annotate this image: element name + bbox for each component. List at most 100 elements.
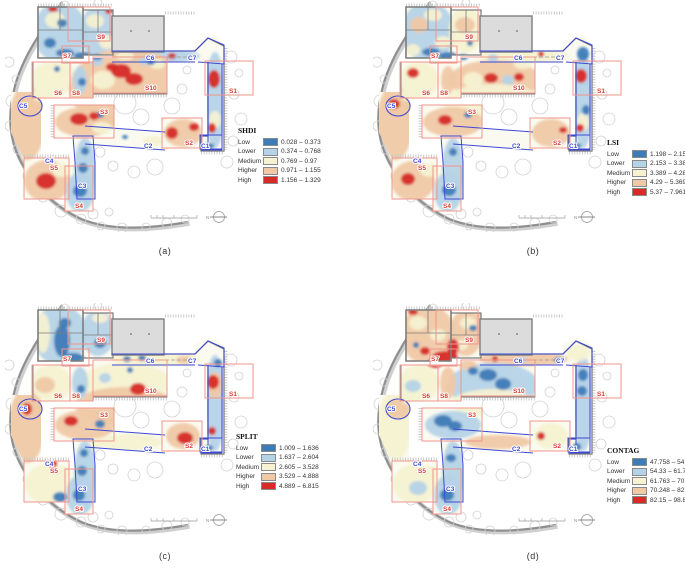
region-label: S10 [513, 85, 525, 92]
legend-color-swatch [632, 150, 647, 159]
site-boundary [9, 304, 190, 535]
legend-range: 2.153 – 3.388 [650, 160, 685, 167]
legend-color-swatch [632, 458, 647, 467]
north-label: N [206, 518, 209, 523]
region-label: S7 [431, 53, 439, 60]
legend-row: Higher 70.248 – 82.149 [607, 486, 685, 496]
region-label: S1 [597, 391, 605, 398]
region-label: S10 [145, 388, 157, 395]
legend-color-swatch [632, 496, 647, 505]
heat-blob-medium [99, 35, 115, 49]
legend-color-swatch [261, 444, 276, 453]
legend-range: 70.248 – 82.149 [650, 487, 685, 494]
region-label: S6 [422, 393, 430, 400]
region-label: S9 [97, 337, 105, 344]
legend-color-swatch [261, 472, 276, 481]
heat-blob-higher [410, 17, 428, 33]
legend-range: 4.889 – 6.815 [279, 482, 319, 490]
region-label: S5 [50, 165, 58, 172]
heat-blob-high [401, 173, 415, 185]
north-arrow: N [574, 514, 595, 526]
corridor-label: C3 [78, 183, 87, 190]
heat-blob-medium [32, 89, 48, 101]
corridor-label: C1 [569, 446, 578, 453]
legend-range: 47.758 – 54.329 [650, 458, 685, 466]
corridor-label: C3 [446, 183, 455, 190]
legend-row: Low 1.198 – 2.152 [607, 150, 685, 160]
legend-row: Higher 0.971 – 1.155 [238, 166, 321, 176]
region-label: S3 [100, 109, 108, 116]
heat-blob-medium [92, 313, 108, 323]
heat-blob-low [123, 356, 131, 362]
region-label: S9 [97, 34, 105, 41]
wall-hatching [24, 306, 228, 461]
north-arrow: N [574, 211, 595, 223]
corridor-label: C6 [514, 358, 523, 365]
legend-class-label: High [238, 176, 252, 184]
heat-blob-low [578, 369, 588, 381]
heat-blob-high [166, 127, 178, 139]
legend-title: CONTAG [607, 446, 640, 455]
map-labels: C1 C2 C3 C4 C5 C6 C7 S1 S2 S3 S4 S5 S6 S7 S8 S9 S10 [18, 33, 238, 211]
legend-color-swatch [632, 178, 647, 187]
legend-row: Higher 4.29 – 5.369 [607, 178, 685, 188]
heat-blob-low [469, 325, 477, 331]
legend-class-label: Higher [238, 167, 258, 174]
legend-row: Lower 1.637 – 2.604 [236, 453, 319, 463]
heat-blob-low [446, 454, 456, 462]
heat-blob-medium [86, 14, 104, 28]
legend-range: 0.971 – 1.155 [281, 167, 321, 174]
legend-range: 2.605 – 3.528 [279, 463, 319, 471]
legend-range: 3.389 – 4.289 [650, 169, 685, 177]
corridor-label: C5 [387, 406, 396, 413]
region-label: S1 [229, 391, 237, 398]
region-label: S8 [72, 393, 80, 400]
heat-blob-medium [435, 36, 451, 48]
heat-blob-high [105, 8, 113, 14]
heat-blob-medium [400, 89, 416, 101]
corridor-label: C6 [514, 55, 523, 62]
region-label: S9 [465, 34, 473, 41]
panel-a: C1 C2 C3 C4 C5 C6 C7 S1 S2 S3 S4 S5 S6 S7 S8 S9 S10 N SHD… [3, 0, 373, 282]
panel-d-caption: (d) [526, 551, 540, 561]
heat-blob-low [573, 143, 581, 149]
panel-b-map: C1 C2 C3 C4 C5 C6 C7 S1 S2 S3 S4 S5 S6 S7 S8 S9 S10 N [371, 0, 685, 237]
legend-class-label: Lower [238, 148, 256, 155]
legend-title: SPLIT [236, 432, 258, 441]
corridor-label: C2 [144, 446, 153, 453]
legend-class-label: Medium [236, 463, 260, 471]
map-labels: C1 C2 C3 C4 C5 C6 C7 S1 S2 S3 S4 S5 S6 S7 S8 S9 S10 [386, 33, 606, 211]
region-label: S7 [63, 356, 71, 363]
heat-blob-high [484, 73, 498, 83]
heat-blob-high [514, 73, 524, 81]
corridor-label: C5 [387, 103, 396, 110]
region-label: S4 [75, 506, 83, 513]
heat-blob-high [89, 112, 99, 120]
corridor-label: C4 [413, 158, 422, 165]
region-label: S1 [229, 88, 237, 95]
heat-blob-high [168, 53, 176, 59]
legend-color-swatch [632, 188, 647, 197]
heat-blob-high [207, 375, 219, 389]
legend-color-swatch [261, 482, 276, 491]
legend-class-label: Low [238, 138, 250, 146]
legend-range: 54.33 – 61.762 [650, 468, 685, 475]
corridor-label: C5 [19, 406, 28, 413]
heat-blob-medium [463, 72, 483, 88]
legend-title: LSI [607, 138, 620, 147]
heat-blob-low [468, 367, 478, 375]
legend-range: 82.15 – 98.842 [650, 496, 685, 504]
heat-blob-medium [534, 423, 568, 449]
corridor-label: C2 [144, 143, 153, 150]
legend-color-swatch [263, 176, 278, 185]
heat-blob-medium [430, 329, 446, 341]
heat-blob-high [208, 427, 216, 435]
panel-d-legend: CONTAG Low 47.758 – 54.329 Lower 54.33 – 61.… [607, 446, 685, 505]
heat-blob-high [36, 173, 56, 189]
legend-color-swatch [632, 169, 647, 178]
heat-blob-low [582, 105, 590, 115]
heat-blob-low [53, 492, 67, 502]
panel-c-legend: SPLIT Low 1.009 – 1.636 Lower 1.637 – 2.604 M… [236, 432, 319, 491]
legend-row: Higher 3.529 – 4.888 [236, 472, 319, 482]
corridor-label: C7 [188, 358, 197, 365]
